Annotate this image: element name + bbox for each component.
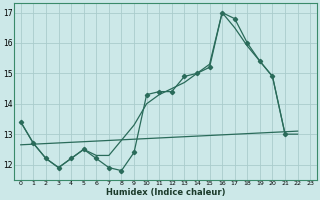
- X-axis label: Humidex (Indice chaleur): Humidex (Indice chaleur): [106, 188, 225, 197]
